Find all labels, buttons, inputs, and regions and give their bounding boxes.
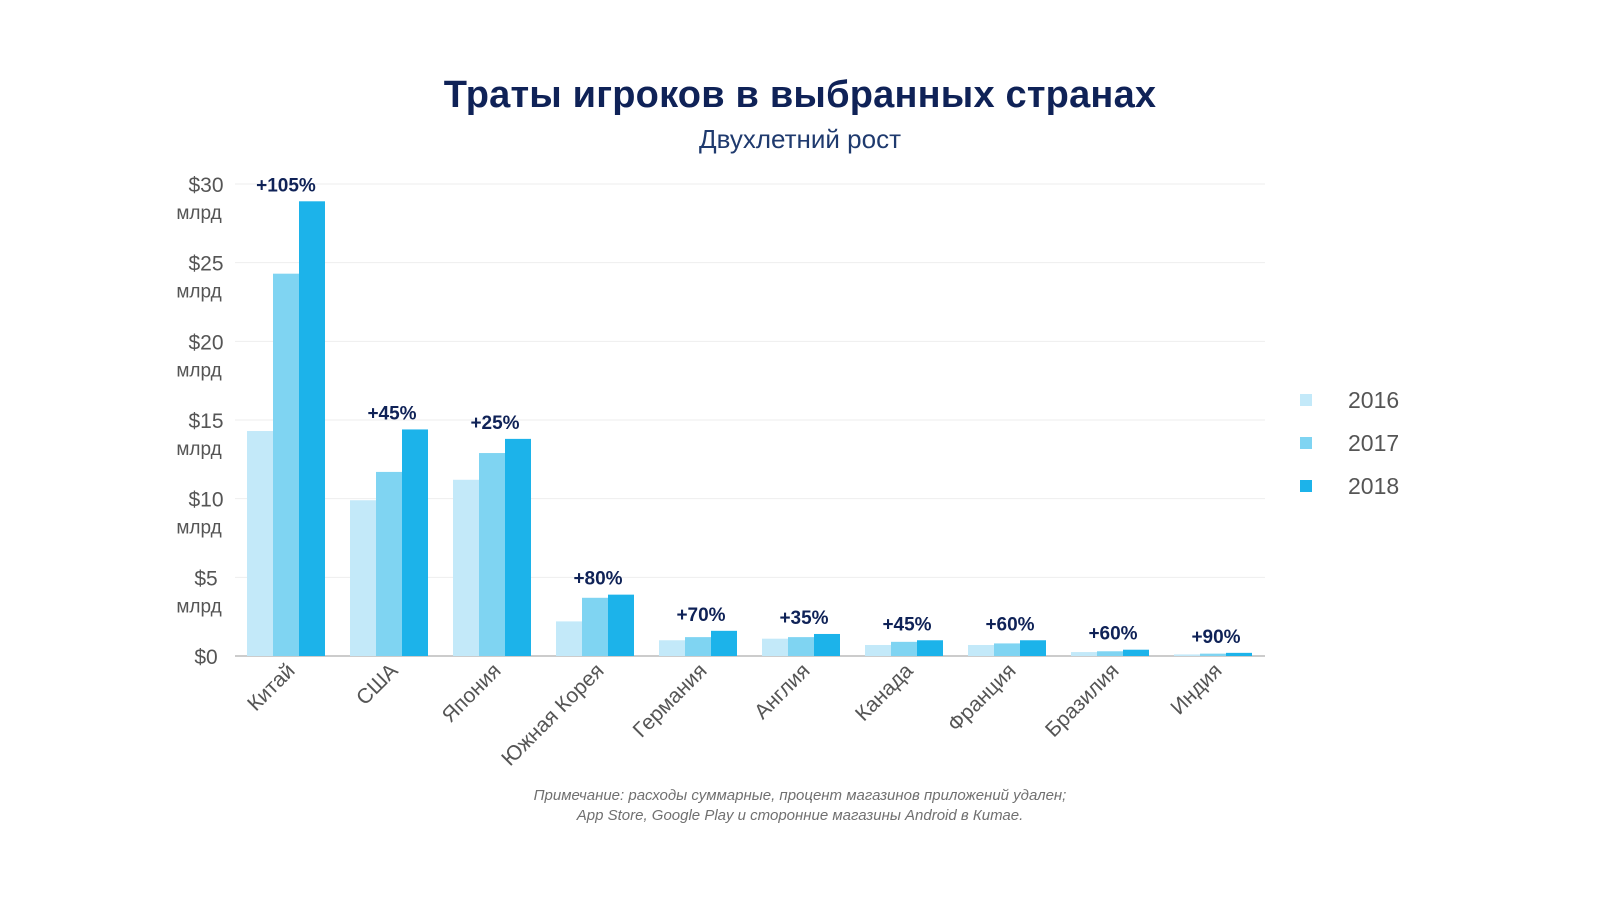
bar-2016	[1174, 654, 1200, 656]
bar-2018	[711, 630, 737, 656]
chart-subtitle: Двухлетний рост	[699, 124, 901, 154]
y-tick-unit: млрд	[176, 203, 221, 224]
growth-label: +60%	[985, 614, 1034, 635]
bar-2016	[762, 638, 788, 656]
y-tick-unit: млрд	[176, 596, 221, 617]
bar-2017	[582, 597, 608, 656]
bar-2017	[376, 471, 402, 656]
x-tick-label: Германия	[629, 659, 712, 742]
bar-2018	[917, 640, 943, 656]
y-tick-label: $5	[194, 567, 217, 590]
bar-2017	[1200, 653, 1226, 656]
bar-2016	[659, 640, 685, 656]
bar-2017	[1097, 651, 1123, 656]
bar-2018	[402, 429, 428, 656]
y-tick-label: $20	[188, 331, 223, 354]
y-tick-label: $25	[188, 253, 223, 276]
bar-2016	[1071, 652, 1097, 656]
legend-label: 2016	[1348, 387, 1399, 413]
bar-2016	[453, 479, 479, 656]
x-tick-label: США	[352, 659, 403, 710]
bar-2018	[608, 594, 634, 656]
growth-label: +60%	[1088, 624, 1137, 645]
growth-label: +90%	[1191, 627, 1240, 648]
x-tick-label: Япония	[438, 659, 506, 727]
bar-2016	[247, 431, 273, 656]
bar-2018	[1020, 640, 1046, 656]
bar-2016	[865, 644, 891, 656]
y-tick-label: $15	[188, 410, 223, 433]
bar-2018	[299, 201, 325, 656]
legend-label: 2018	[1348, 473, 1399, 499]
footnote: Примечание: расходы суммарные, процент м…	[0, 786, 1600, 826]
growth-label: +25%	[470, 413, 519, 434]
x-tick-label: Англия	[750, 659, 814, 723]
x-tick-label: Южная Корея	[497, 659, 608, 770]
bar-2017	[891, 641, 917, 656]
bar-2018	[1226, 652, 1252, 656]
x-tick-label: Бразилия	[1041, 659, 1123, 741]
growth-label: +45%	[882, 614, 931, 635]
growth-label: +105%	[256, 175, 316, 196]
legend-swatch	[1300, 480, 1312, 492]
growth-label: +70%	[676, 605, 725, 626]
bar-2016	[968, 644, 994, 656]
y-tick-unit: млрд	[176, 360, 221, 381]
bar-2017	[685, 637, 711, 656]
x-tick-label: Индия	[1166, 659, 1226, 719]
growth-label: +80%	[573, 569, 622, 590]
footnote-line-1: Примечание: расходы суммарные, процент м…	[533, 787, 1067, 804]
y-tick-label: $10	[188, 489, 223, 512]
bar-2017	[273, 273, 299, 656]
y-tick-label: $30	[188, 174, 223, 197]
y-tick-label: $0	[194, 646, 217, 669]
bar-2018	[1123, 649, 1149, 656]
bar-2017	[479, 453, 505, 656]
chart-title: Траты игроков в выбранных странах	[443, 74, 1157, 116]
bar-2016	[556, 621, 582, 656]
growth-label: +45%	[367, 403, 416, 424]
bar-2018	[505, 438, 531, 656]
legend-label: 2017	[1348, 430, 1399, 456]
x-tick-label: Канада	[851, 659, 918, 726]
bar-2017	[788, 637, 814, 656]
bar-2018	[814, 633, 840, 656]
growth-label: +35%	[779, 608, 828, 629]
x-tick-label: Китай	[243, 659, 299, 715]
footnote-line-2: App Store, Google Play и сторонние магаз…	[576, 807, 1024, 824]
bar-2017	[994, 643, 1020, 656]
y-tick-unit: млрд	[176, 439, 221, 460]
y-tick-unit: млрд	[176, 518, 221, 539]
legend-swatch	[1300, 437, 1312, 449]
x-tick-label: Франция	[943, 659, 1020, 736]
bar-2016	[350, 500, 376, 656]
legend-swatch	[1300, 394, 1312, 406]
y-tick-unit: млрд	[176, 282, 221, 303]
